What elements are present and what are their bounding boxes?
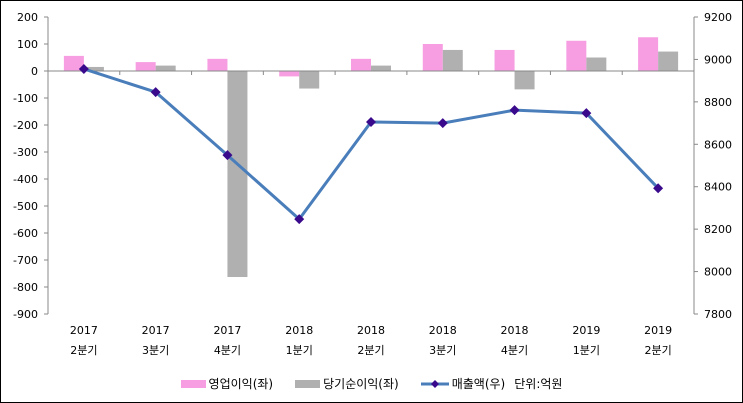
category-year-label: 2017 [213,324,241,337]
category-year-label: 2017 [142,324,170,337]
sales-marker [222,150,233,161]
right-tick-label: 8200 [704,223,732,236]
bar-operating-profit [422,44,443,71]
sales-marker [653,183,664,194]
bar-net-income [155,65,176,71]
sales-marker [78,63,89,74]
legend: 영업이익(좌) 당기순이익(좌) 매출액(우) 단위:억원 [1,375,742,392]
bar-net-income [299,71,320,89]
bar-operating-profit [351,58,371,71]
bar-net-income [83,66,104,71]
category-quarter-label: 4분기 [501,344,528,357]
legend-swatch-pink [180,379,206,388]
bar-operating-profit [638,37,659,71]
right-tick-label: 8800 [704,96,732,109]
category-year-label: 2018 [429,324,457,337]
chart-svg: -900 -800 -700 -600 -500 -400 -300 -200 -100 0 100… [13,11,732,357]
bar-operating-profit [494,49,515,71]
left-tick-label: -500 [13,200,38,213]
legend-item-net-income: 당기순이익(좌) [295,375,399,392]
bar-operating-profit [566,40,587,71]
category-year-label: 2018 [501,324,529,337]
left-tick-label: 100 [17,38,38,51]
right-tick-label: 7800 [704,308,732,321]
bar-net-income [442,49,463,71]
category-quarter-label: 2분기 [70,344,97,357]
category-quarter-label: 2분기 [644,344,671,357]
category-quarter-label: 4분기 [214,344,241,357]
right-tick-label: 9200 [704,11,732,24]
legend-item-operating-profit: 영업이익(좌) [180,375,274,392]
bar-net-income [586,57,607,71]
left-tick-label: -700 [13,254,38,267]
category-quarter-label: 3분기 [142,344,169,357]
left-tick-label: -600 [13,227,38,240]
legend-line-marker-icon [420,379,449,388]
left-tick-label: 0 [31,65,38,78]
bar-operating-profit [63,55,84,71]
category-year-label: 2017 [70,324,98,337]
left-tick-label: -100 [13,92,38,105]
bar-net-income [227,71,248,278]
left-tick-label: 200 [17,11,38,24]
category-quarter-label: 1분기 [286,344,313,357]
sales-marker [150,87,161,98]
right-tick-label: 8600 [704,138,732,151]
sales-line [83,67,660,222]
right-tick-label: 8400 [704,181,732,194]
sales-marker [366,117,376,128]
category-quarter-label: 2분기 [357,344,384,357]
sales-marker [581,108,592,119]
bar-net-income [658,51,679,71]
left-tick-label: -200 [13,119,38,132]
left-tick-label: -400 [13,173,38,186]
right-tick-label: 9000 [704,53,732,66]
sales-marker [509,105,520,116]
sales-marker [437,118,448,129]
legend-item-sales: 매출액(우) 단위:억원 [420,375,563,392]
legend-label: 매출액(우) [451,377,506,391]
bar-operating-profit [207,58,228,71]
left-tick-label: -300 [13,146,38,159]
category-year-label: 2018 [285,324,313,337]
bar-net-income [371,65,391,71]
category-quarter-label: 1분기 [573,344,600,357]
legend-label: 당기순이익(좌) [323,377,399,391]
category-year-label: 2018 [357,324,385,337]
category-quarter-label: 3분기 [429,344,456,357]
bar-operating-profit [135,62,156,71]
category-year-label: 2019 [644,324,672,337]
unit-note: 단위:억원 [514,377,563,391]
left-tick-label: -900 [13,308,38,321]
category-year-label: 2019 [572,324,600,337]
legend-swatch-gray [295,379,321,388]
sales-marker [294,214,305,225]
left-tick-label: -800 [13,281,38,294]
bar-net-income [514,71,535,90]
right-tick-label: 8000 [704,266,732,279]
legend-label: 영업이익(좌) [208,377,274,391]
bar-operating-profit [279,71,300,77]
